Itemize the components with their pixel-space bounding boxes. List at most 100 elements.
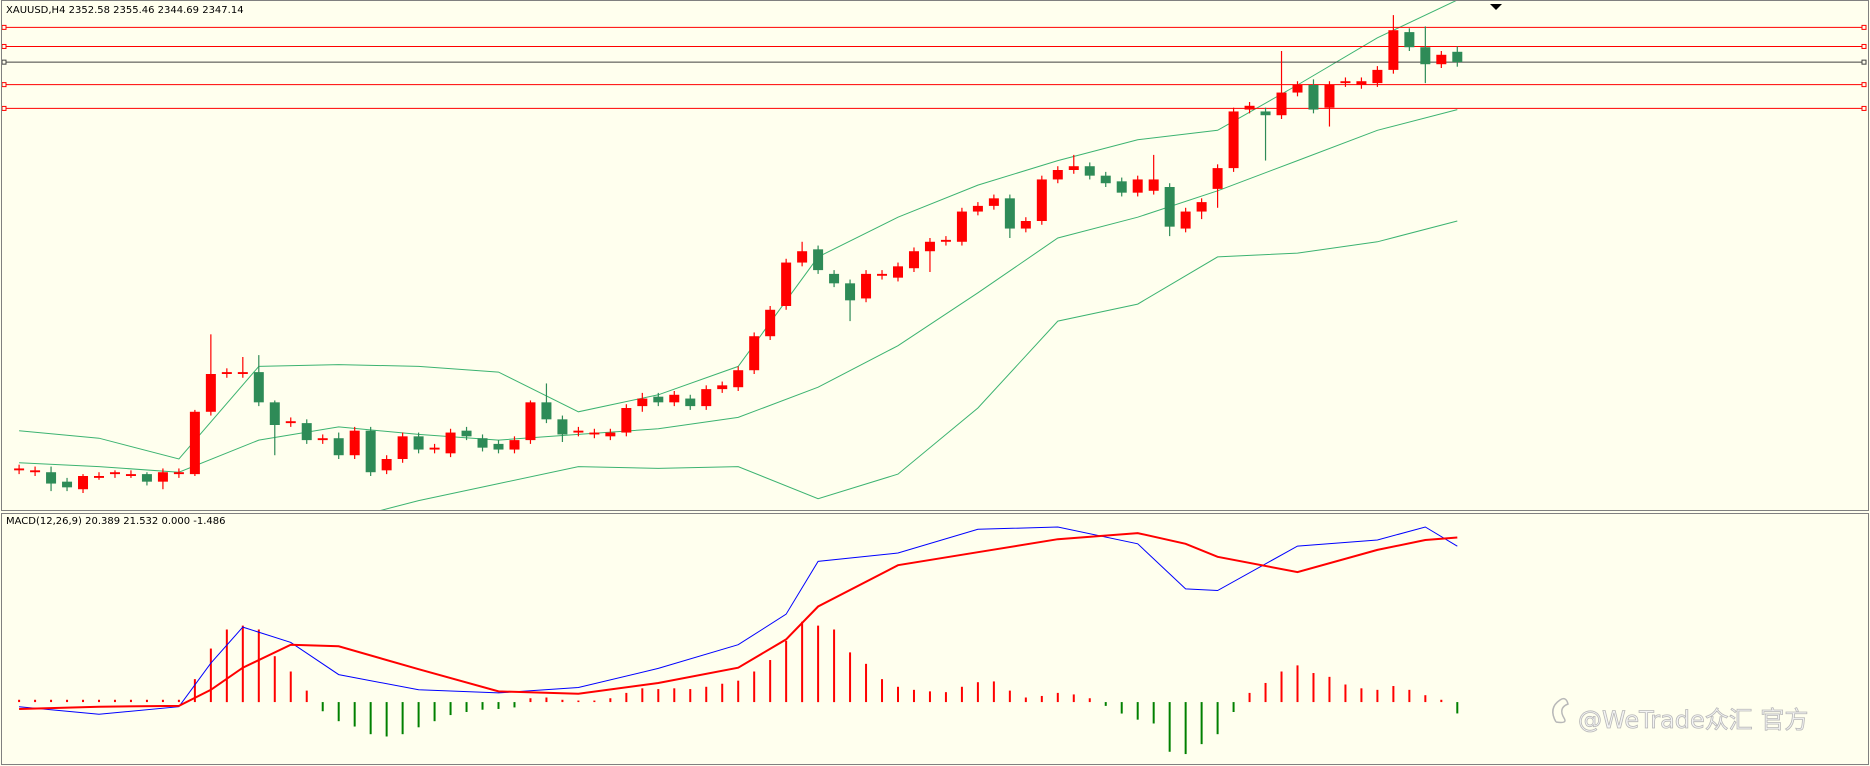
candle-body (477, 438, 488, 448)
candle-body (1260, 111, 1271, 116)
candle-body (109, 472, 120, 475)
candle-body (397, 436, 408, 459)
candle-body (845, 283, 856, 301)
candle-body (525, 402, 536, 441)
candle-body (924, 241, 935, 252)
candle-body (317, 438, 328, 441)
candle-body (797, 251, 808, 263)
candle-body (605, 432, 616, 437)
candle-body (1308, 85, 1319, 110)
shift-marker (1490, 4, 1502, 10)
macd-panel-frame (1, 513, 1869, 765)
candle-body (1372, 69, 1383, 84)
level-handle (2, 105, 7, 111)
watermark: @WeTrade众汇 官方 (1552, 697, 1809, 734)
candle-body (1356, 81, 1367, 85)
main-title: XAUUSD,H4 2352.58 2355.46 2344.69 2347.1… (6, 5, 244, 16)
candle-body (1100, 175, 1111, 184)
candle-body (1036, 179, 1047, 221)
candle-body (14, 468, 25, 471)
level-handle (2, 43, 7, 49)
candle-body (333, 438, 344, 456)
candle-body (557, 419, 568, 435)
candle-body (701, 389, 712, 407)
candle-body (301, 423, 312, 441)
candle-body (349, 430, 360, 456)
candle-body (1068, 166, 1079, 170)
candle-body (829, 273, 840, 284)
indicator-line (380, 220, 1458, 510)
candle-body (573, 430, 584, 433)
candle-body (1164, 187, 1175, 227)
candle-body (493, 443, 504, 450)
candle-body (685, 398, 696, 407)
candle-body (589, 432, 600, 435)
candle-body (237, 372, 248, 374)
candle-body (1404, 32, 1415, 48)
main-panel (2, 1, 1867, 510)
candle-body (749, 336, 760, 371)
candle-body (1292, 85, 1303, 93)
candle-body (717, 385, 728, 390)
level-handle (1861, 82, 1867, 88)
candle-body (861, 273, 872, 299)
candle-body (461, 430, 472, 437)
candle-body (46, 472, 57, 484)
candle-body (1244, 105, 1255, 110)
candle-body (141, 474, 152, 482)
candle-body (1436, 54, 1447, 65)
level-handle (1861, 24, 1867, 30)
candle-body (1212, 168, 1223, 189)
candle-body (781, 262, 792, 306)
candle-body (1324, 85, 1335, 108)
candle-body (285, 421, 296, 424)
main-panel-frame (1, 0, 1869, 511)
candle-body (78, 476, 89, 490)
candle-body (972, 205, 983, 212)
candle-body (429, 447, 440, 450)
candle-body (653, 396, 664, 403)
candle-body (669, 394, 680, 403)
candle-body (381, 459, 392, 471)
candle-body (1180, 211, 1191, 229)
level-handle (1861, 59, 1867, 65)
candle-body (988, 198, 999, 206)
candle-body (269, 402, 280, 425)
candle-body (813, 249, 824, 271)
candle-body (1084, 166, 1095, 176)
candle-body (189, 411, 200, 475)
indicator-line (19, 532, 1458, 710)
candle-body (1340, 81, 1351, 84)
candle-body (157, 472, 168, 482)
candle-body (1020, 221, 1031, 229)
watermark-logo (1552, 697, 1569, 724)
candle-body (1132, 179, 1143, 193)
candle-body (1228, 111, 1239, 169)
candle-body (365, 430, 376, 473)
candle-body (908, 251, 919, 269)
level-handle (2, 82, 7, 88)
candle-body (125, 474, 136, 476)
candle-body (205, 374, 216, 412)
candle-body (956, 211, 967, 242)
candle-body (637, 398, 648, 407)
indicator-line (19, 526, 1458, 715)
candle-body (877, 273, 888, 276)
candle-body (509, 440, 520, 450)
macd-panel (18, 526, 1459, 755)
candle-body (765, 309, 776, 337)
level-handle (2, 59, 7, 65)
candle-body (541, 402, 552, 420)
candle-body (1420, 47, 1431, 65)
candle-body (94, 476, 104, 478)
candle-body (621, 408, 632, 433)
candle-body (30, 470, 41, 473)
watermark-text: @WeTrade众汇 官方 (1578, 706, 1808, 734)
candle-body (1388, 30, 1399, 70)
candle-body (221, 372, 232, 374)
candle-body (253, 372, 264, 403)
candle-body (1116, 181, 1127, 193)
candle-body (1452, 51, 1463, 63)
candle-body (1004, 198, 1015, 229)
